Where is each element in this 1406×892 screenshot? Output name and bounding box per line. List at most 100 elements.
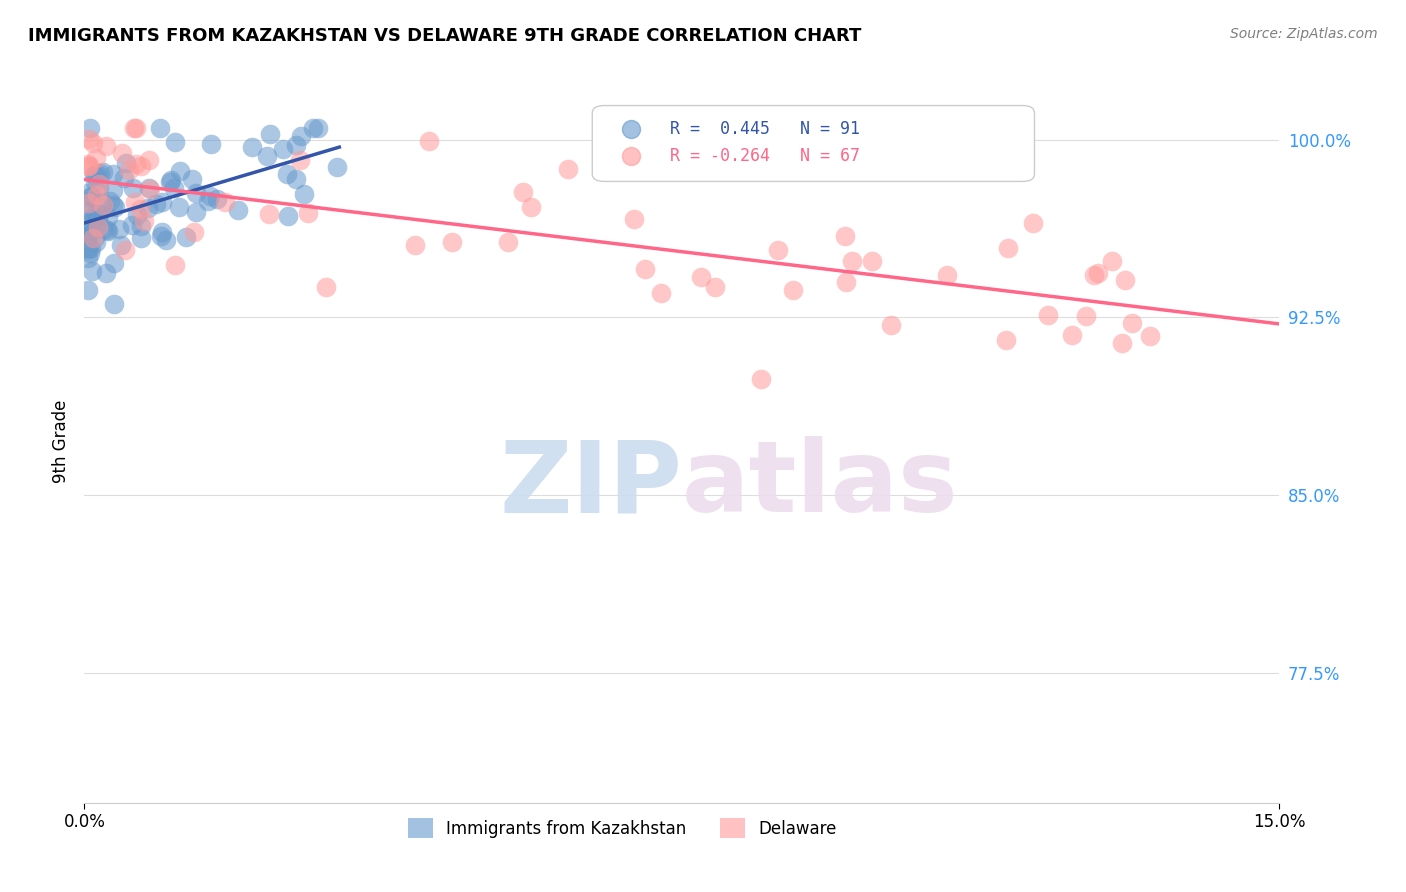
Point bbox=[159, 175, 181, 189]
Point bbox=[79, 203, 101, 218]
Point bbox=[83, 230, 105, 244]
Point bbox=[163, 259, 186, 273]
Point bbox=[103, 197, 125, 211]
Point bbox=[197, 194, 219, 208]
Point bbox=[118, 163, 141, 178]
Point bbox=[79, 120, 101, 135]
Point bbox=[418, 134, 440, 148]
Point bbox=[880, 318, 903, 332]
Point bbox=[557, 162, 579, 177]
Point bbox=[122, 181, 145, 195]
Point bbox=[149, 228, 172, 243]
Point bbox=[84, 168, 107, 182]
Point bbox=[108, 221, 131, 235]
Point bbox=[782, 283, 804, 297]
Point bbox=[83, 168, 105, 182]
Point bbox=[710, 164, 733, 178]
Point bbox=[1036, 308, 1059, 322]
Point bbox=[290, 128, 312, 143]
Point bbox=[169, 164, 191, 178]
Point bbox=[214, 195, 236, 210]
Point bbox=[138, 201, 160, 215]
Text: R =  0.445   N = 91: R = 0.445 N = 91 bbox=[671, 120, 860, 137]
Point bbox=[240, 140, 263, 154]
Point bbox=[994, 333, 1017, 347]
Point bbox=[77, 228, 100, 243]
Point bbox=[277, 209, 299, 223]
Point bbox=[80, 241, 103, 255]
Point bbox=[77, 216, 100, 230]
Point bbox=[87, 177, 110, 191]
Point bbox=[77, 186, 100, 200]
Point bbox=[129, 202, 152, 216]
Text: atlas: atlas bbox=[682, 436, 959, 533]
Text: Source: ZipAtlas.com: Source: ZipAtlas.com bbox=[1230, 27, 1378, 41]
Point bbox=[174, 229, 197, 244]
Point bbox=[149, 120, 172, 135]
Point bbox=[129, 230, 152, 244]
Point bbox=[180, 172, 202, 186]
Point bbox=[77, 132, 100, 146]
Point bbox=[124, 157, 146, 171]
Point bbox=[77, 196, 100, 211]
Point bbox=[404, 238, 426, 252]
Point bbox=[1101, 253, 1123, 268]
Point bbox=[650, 286, 672, 301]
Point bbox=[138, 181, 160, 195]
Point bbox=[79, 159, 101, 173]
Point bbox=[1022, 216, 1045, 230]
Point bbox=[86, 167, 108, 181]
Point bbox=[83, 211, 105, 225]
Point bbox=[96, 222, 118, 236]
Point bbox=[749, 372, 772, 386]
Point bbox=[623, 212, 645, 227]
Point bbox=[77, 241, 100, 255]
Point bbox=[163, 181, 186, 195]
Point bbox=[496, 235, 519, 250]
Point bbox=[183, 225, 205, 239]
Point bbox=[103, 200, 125, 214]
Point bbox=[103, 183, 125, 197]
Point bbox=[103, 256, 125, 270]
Point bbox=[124, 195, 146, 210]
Point bbox=[200, 189, 222, 203]
Point bbox=[87, 211, 110, 225]
Point bbox=[1060, 327, 1083, 342]
Point bbox=[77, 242, 100, 256]
Point bbox=[297, 206, 319, 220]
Point bbox=[1083, 268, 1105, 282]
Point bbox=[163, 136, 186, 150]
Point bbox=[326, 160, 349, 174]
Point bbox=[80, 264, 103, 278]
Point bbox=[91, 198, 114, 212]
Point bbox=[132, 213, 155, 227]
Point bbox=[129, 219, 152, 233]
Point bbox=[125, 120, 148, 135]
Point bbox=[82, 136, 104, 150]
Point bbox=[288, 153, 311, 167]
Point bbox=[77, 251, 100, 265]
Point bbox=[841, 254, 863, 268]
Point bbox=[77, 159, 100, 173]
Point bbox=[91, 195, 114, 210]
Point bbox=[125, 208, 148, 222]
Point bbox=[292, 187, 315, 202]
Point bbox=[228, 203, 250, 218]
Point bbox=[1139, 329, 1161, 343]
Point bbox=[520, 200, 543, 214]
Point bbox=[167, 201, 190, 215]
Point bbox=[114, 244, 136, 258]
Point bbox=[84, 206, 107, 220]
Point bbox=[91, 165, 114, 179]
Point bbox=[84, 220, 107, 235]
Point bbox=[93, 221, 115, 235]
Point bbox=[184, 186, 207, 200]
Point bbox=[997, 241, 1019, 255]
Point bbox=[80, 189, 103, 203]
Point bbox=[512, 186, 534, 200]
Point bbox=[160, 172, 183, 186]
Point bbox=[87, 207, 110, 221]
Point bbox=[259, 127, 281, 141]
Point bbox=[77, 157, 100, 171]
Point bbox=[77, 225, 100, 239]
